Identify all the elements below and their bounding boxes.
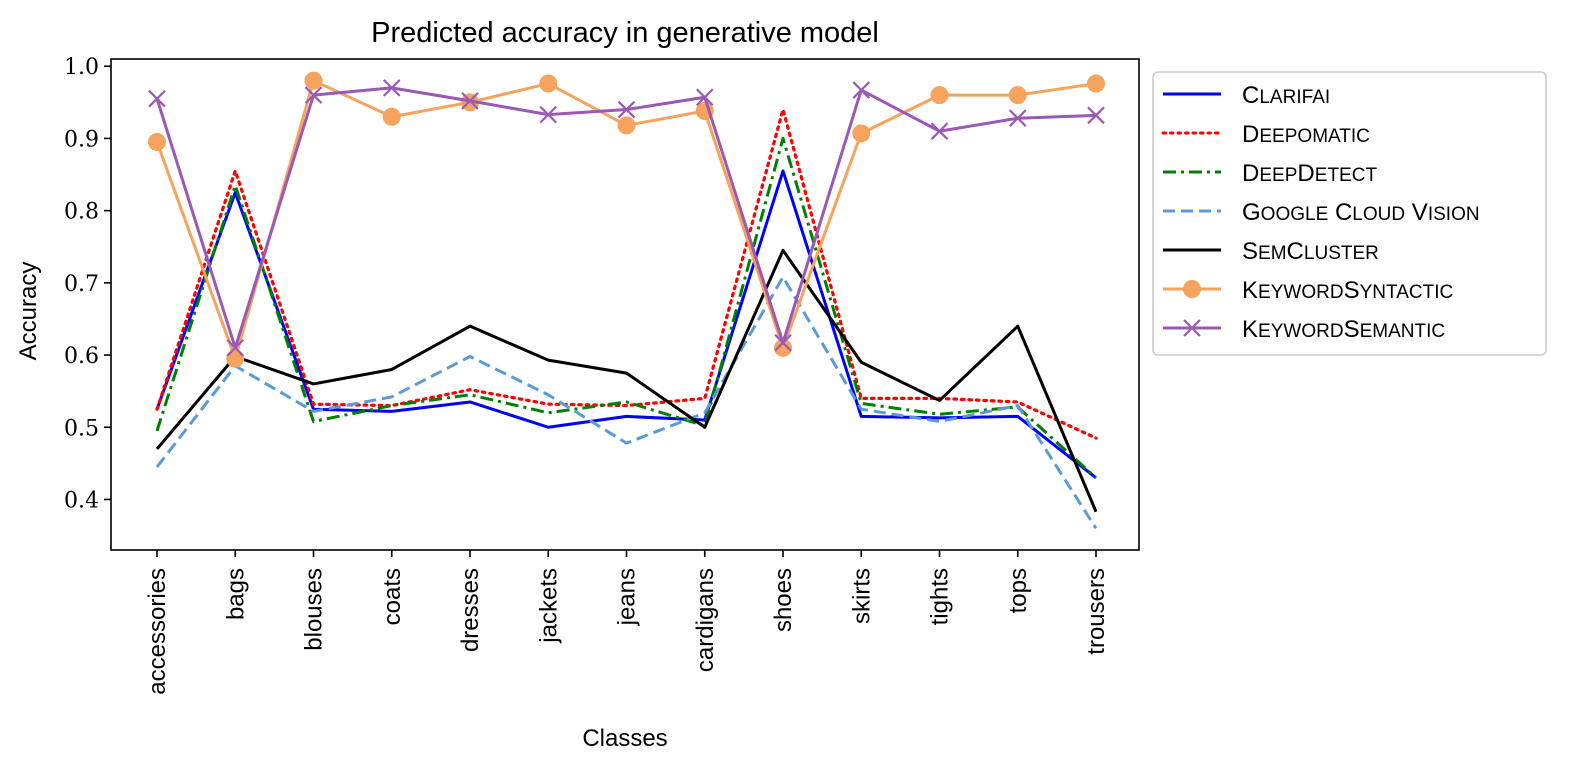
y-axis-label: Accuracy (15, 262, 42, 361)
legend: CLARIFAI DEEPOMATIC DEEPDETECT GOOGLE CLOUD… (1152, 71, 1547, 356)
legend-label-keywordsemantic: KEYWORDSEMANTIC (1242, 316, 1445, 343)
axes: 0.4 0.5 0.6 0.7 0.8 0.9 1.0 accessories bags blou… (64, 55, 1110, 694)
legend-label-deepomatic: DEEPOMATIC (1242, 121, 1370, 148)
x-tick-label-jackets: jackets (535, 568, 562, 644)
plot-frame (110, 58, 1140, 551)
legend-label-google-cloud-vision: GOOGLE CLOUD VISION (1242, 199, 1480, 226)
series-line-deepdetect (155, 136, 1098, 479)
series-deepdetect (155, 136, 1098, 479)
legend-label-deepdetect: DEEPDETECT (1242, 160, 1377, 187)
point-keywordsyntactic-jeans (617, 116, 636, 135)
point-keywordsemantic-coats (382, 79, 401, 97)
legend-frame (1152, 71, 1547, 356)
point-keywordsyntactic-accessories (148, 133, 166, 152)
point-keywordsemantic-shoes (774, 333, 792, 352)
point-keywordsemantic-blouses (304, 86, 323, 104)
legend-label-semcluster: SEMCLUSTER (1242, 238, 1379, 265)
y-tick-label: 0.4 (64, 488, 99, 513)
point-keywordsemantic-bags (226, 339, 245, 357)
point-keywordsemantic-skirts (852, 81, 871, 99)
point-keywordsemantic-cardigans (695, 88, 714, 107)
legend-item-deepdetect: DEEPDETECT (1163, 160, 1377, 187)
series-line-clarifai (155, 169, 1097, 479)
y-tick-label: 0.5 (64, 416, 99, 441)
point-keywordsemantic-tops (1008, 109, 1027, 127)
point-keywordsemantic-jackets (539, 105, 558, 124)
x-axis-label: Classes (582, 725, 667, 752)
point-keywordsyntactic-blouses (304, 71, 323, 90)
x-tick-label-dresses: dresses (457, 568, 484, 652)
point-keywordsyntactic-tights (930, 86, 949, 105)
y-tick-label: 0.7 (64, 272, 99, 297)
y-tick-label: 0.8 (64, 200, 99, 225)
series-google-cloud-vision (155, 275, 1098, 530)
series-line-semcluster (155, 248, 1098, 513)
legend-label-keywordsyntactic: KEYWORDSYNTACTIC (1242, 277, 1453, 304)
series-semcluster (155, 248, 1098, 513)
point-keywordsyntactic-coats (382, 107, 401, 126)
legend-item-clarifai: CLARIFAI (1163, 82, 1330, 109)
x-tick-label-skirts: skirts (848, 568, 875, 624)
legend-item-deepomatic: DEEPOMATIC (1161, 121, 1370, 148)
legend-item-semcluster: SEMCLUSTER (1163, 238, 1379, 265)
point-keywordsyntactic-bags (226, 349, 245, 368)
x-tick-label-cardigans: cardigans (692, 568, 719, 672)
series-deepomatic (155, 107, 1098, 440)
chart-title: Predicted accuracy in generative model (371, 17, 879, 49)
plot-area (148, 71, 1105, 530)
series-clarifai (155, 169, 1097, 479)
x-tick-label-accessories: accessories (144, 568, 171, 695)
point-keywordsyntactic-tops (1008, 86, 1027, 105)
x-tick-label-coats: coats (379, 568, 406, 625)
y-tick-label: 0.6 (64, 344, 99, 369)
x-tick-label-tops: tops (1005, 568, 1032, 613)
x-tick-label-trousers: trousers (1083, 568, 1110, 655)
legend-item-keywordsemantic: KEYWORDSEMANTIC (1163, 316, 1445, 343)
legend-marker-keywordsyntactic (1183, 280, 1201, 298)
x-tick-label-jeans: jeans (614, 568, 641, 626)
point-keywordsemantic-jeans (617, 100, 636, 119)
series-keywordsyntactic (148, 71, 1105, 368)
x-tick-label-tights: tights (927, 568, 954, 625)
point-keywordsemantic-dresses (461, 92, 479, 110)
x-tick-label-blouses: blouses (301, 568, 328, 651)
point-keywordsyntactic-jackets (539, 74, 558, 93)
point-keywordsemantic-accessories (148, 89, 166, 108)
series-keywordsemantic (148, 79, 1105, 357)
x-tick-label-shoes: shoes (770, 568, 797, 632)
legend-item-google-cloud-vision: GOOGLE CLOUD VISION (1163, 199, 1480, 226)
point-keywordsyntactic-trousers (1087, 74, 1105, 93)
y-tick-label: 1.0 (64, 55, 99, 80)
x-tick-label-bags: bags (222, 568, 249, 620)
series-line-deepomatic (155, 107, 1098, 440)
series-line-google-cloud-vision (155, 275, 1098, 530)
point-keywordsyntactic-skirts (852, 124, 871, 143)
legend-marker-keywordsemantic (1183, 319, 1201, 337)
legend-item-keywordsyntactic: KEYWORDSYNTACTIC (1163, 277, 1453, 304)
point-keywordsemantic-trousers (1087, 106, 1105, 125)
legend-label-clarifai: CLARIFAI (1242, 82, 1330, 109)
y-tick-label: 0.9 (64, 127, 99, 152)
point-keywordsemantic-tights (930, 122, 949, 140)
